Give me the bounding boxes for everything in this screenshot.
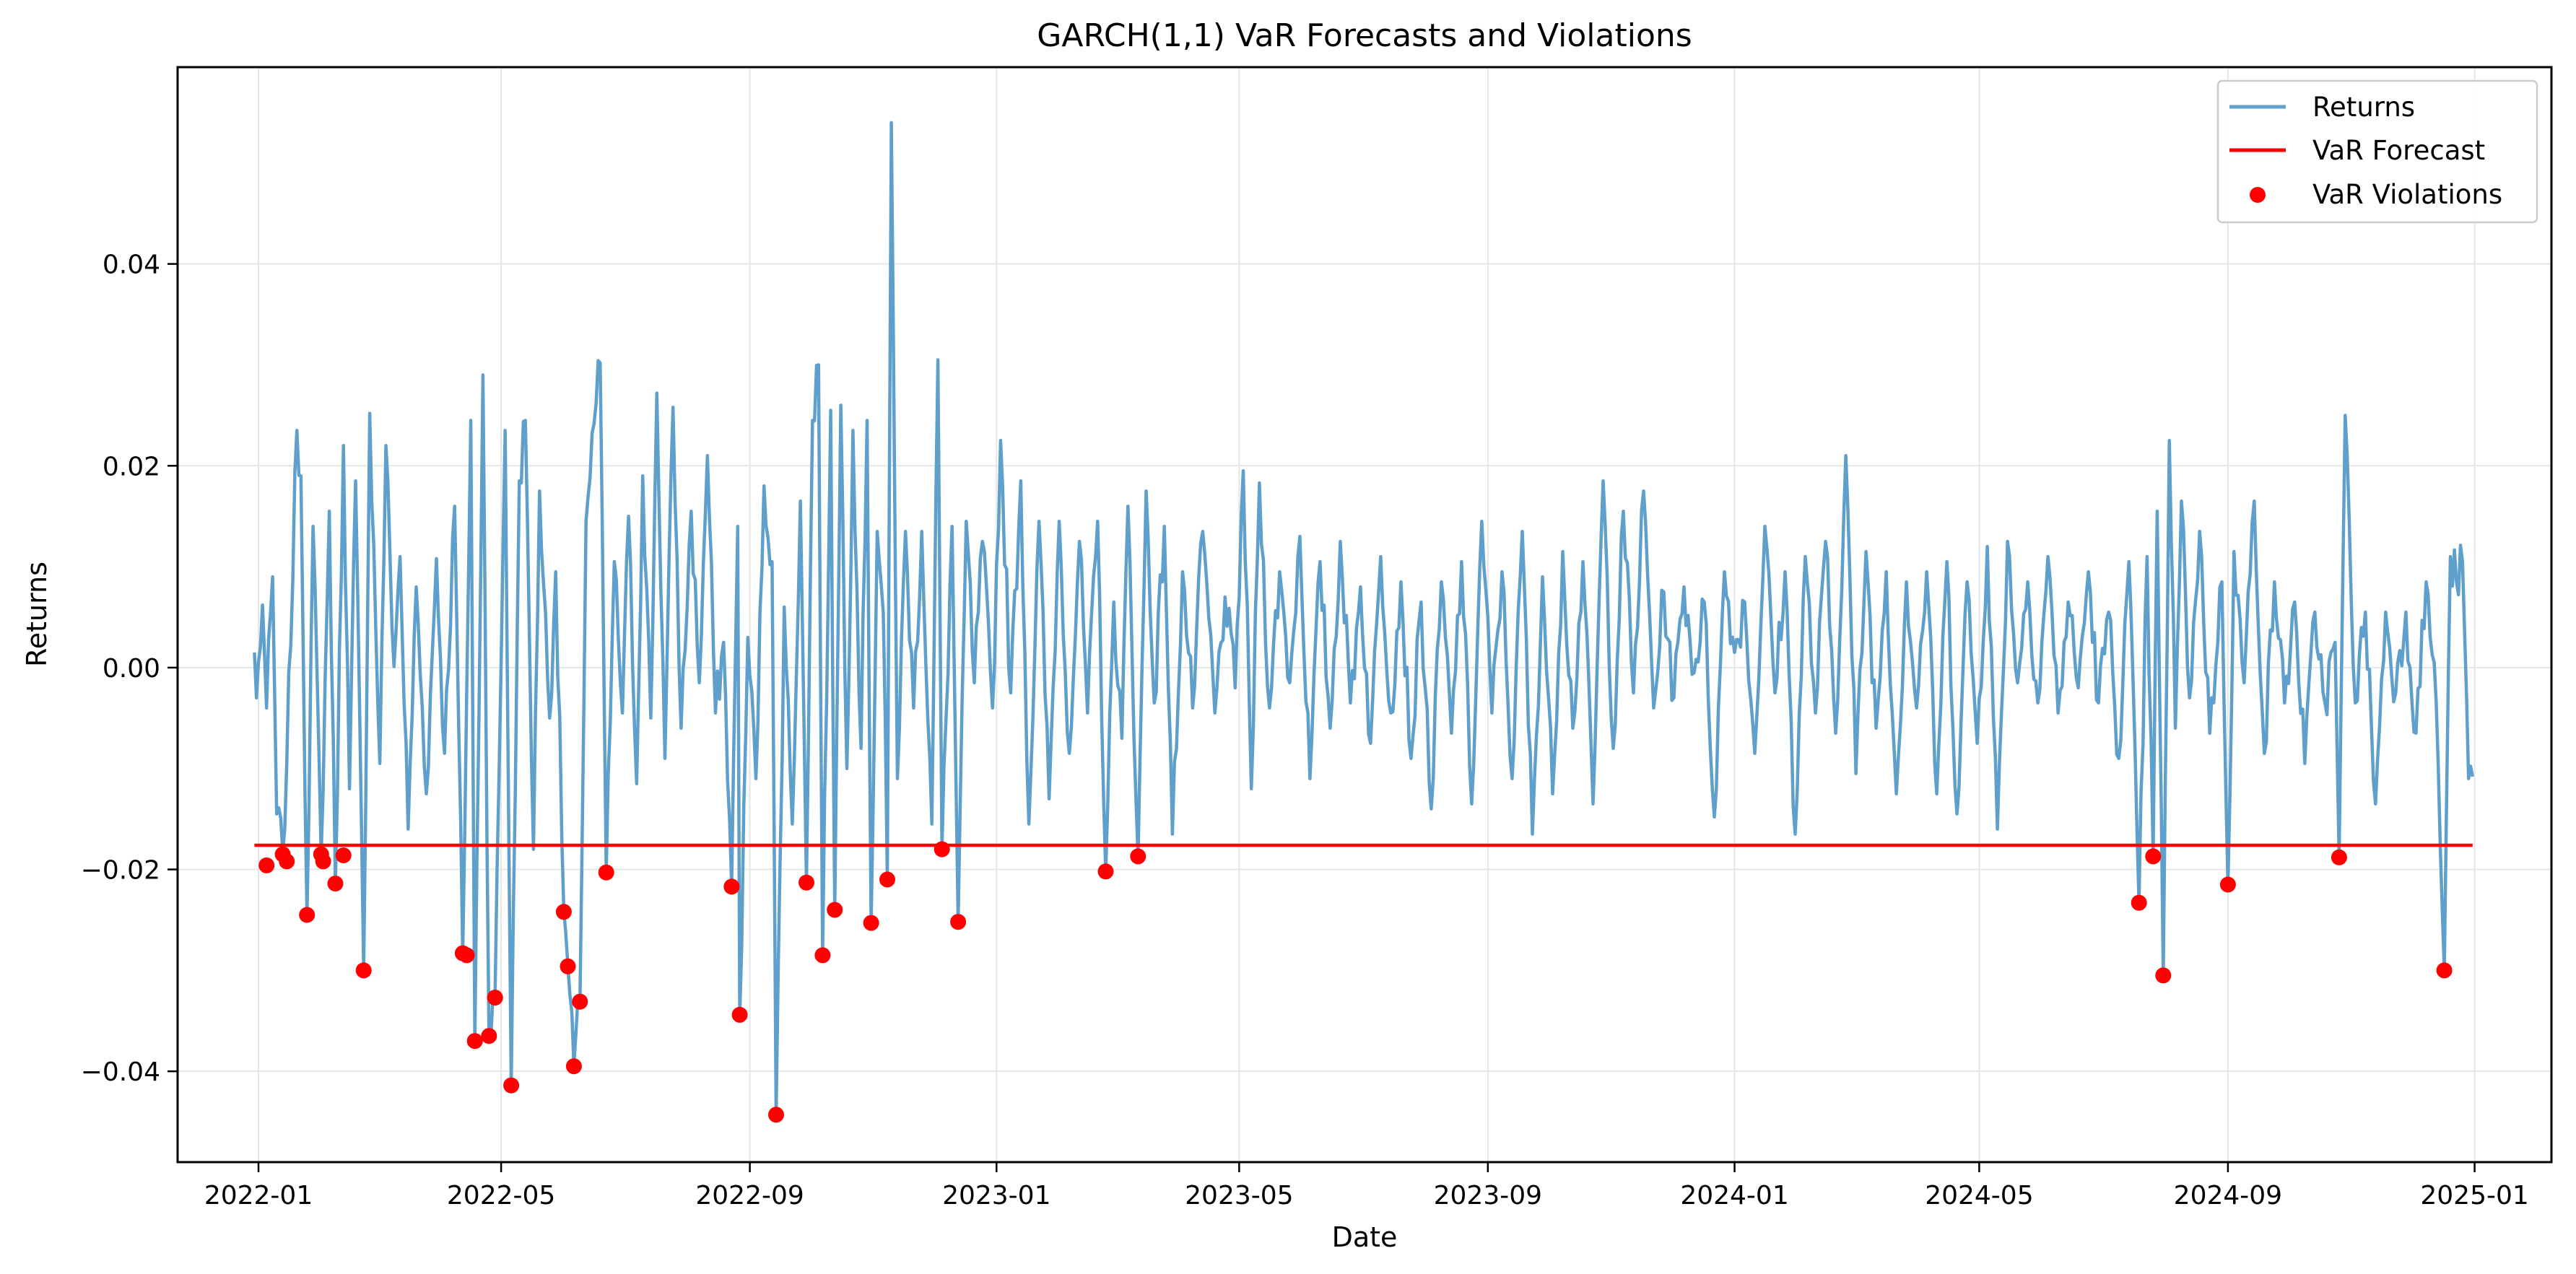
var-violation-point [723, 878, 740, 895]
y-axis-label: Returns [21, 562, 53, 667]
var-violation-point [299, 907, 316, 923]
x-tick-label: 2023-09 [1434, 1181, 1542, 1210]
var-violation-point [572, 993, 588, 1010]
x-tick-label: 2025-01 [2420, 1181, 2528, 1210]
var-violation-point [355, 962, 372, 979]
var-violation-point [481, 1028, 497, 1044]
legend-var-violations-marker [2250, 187, 2266, 203]
var-violation-point [565, 1058, 582, 1075]
var-violation-point [2436, 962, 2453, 979]
x-tick-label: 2023-05 [1185, 1181, 1293, 1210]
var-violation-point [2131, 894, 2147, 911]
var-violation-point [934, 841, 950, 858]
var-violation-point [503, 1077, 520, 1094]
var-violation-point [799, 874, 814, 891]
chart-title: GARCH(1,1) VaR Forecasts and Violations [1037, 17, 1692, 54]
x-tick-label: 2022-05 [447, 1181, 555, 1210]
var-violation-point [1130, 848, 1146, 865]
var-violation-point [555, 904, 572, 920]
var-violation-point [950, 914, 967, 930]
var-violation-point [879, 871, 895, 888]
var-violation-point [827, 902, 843, 918]
legend-var-forecast-label: VaR Forecast [2312, 135, 2485, 166]
x-tick-label: 2024-05 [1925, 1181, 2033, 1210]
var-violation-point [598, 864, 614, 881]
plot-series [253, 121, 2475, 1123]
plot-area-frame [176, 66, 2553, 1164]
returns-line [253, 121, 2475, 1117]
var-violation-point [487, 990, 503, 1006]
legend-returns-label: Returns [2312, 92, 2415, 123]
var-violation-point [258, 857, 275, 873]
y-tick-label: −0.04 [81, 1057, 160, 1087]
x-tick-label: 2023-01 [942, 1181, 1050, 1210]
x-tick-label: 2024-01 [1680, 1181, 1788, 1210]
y-tick-label: −0.02 [81, 856, 160, 886]
y-tick-label: 0.02 [103, 452, 160, 481]
legend: Returns VaR Forecast VaR Violations [2216, 79, 2538, 224]
var-violation-point [279, 853, 295, 870]
var-violation-point [2155, 967, 2172, 984]
var-violation-point [2331, 849, 2347, 865]
y-tick-label: 0.00 [103, 654, 160, 684]
var-violation-point [731, 1006, 748, 1023]
legend-var-violations-label: VaR Violations [2312, 179, 2502, 210]
var-violation-point [560, 958, 576, 974]
var-violation-point [315, 853, 331, 870]
var-violation-point [466, 1033, 483, 1050]
var-violation-point [863, 915, 879, 931]
var-violation-point [335, 847, 352, 863]
var-violation-point [814, 947, 831, 964]
var-violation-point [458, 947, 475, 964]
y-axis-ticks: −0.04 −0.02 0.00 0.02 0.04 [81, 250, 178, 1087]
x-axis-ticks: 2022-01 2022-05 2022-09 2023-01 2023-05 2023-… [204, 1162, 2529, 1210]
var-violation-point [2145, 848, 2162, 865]
x-tick-label: 2024-09 [2174, 1181, 2282, 1210]
var-violation-point [327, 876, 344, 892]
y-tick-label: 0.04 [103, 250, 160, 280]
var-violation-point [2219, 876, 2236, 893]
var-violation-point [1097, 863, 1114, 880]
x-tick-label: 2022-09 [695, 1181, 804, 1210]
legend-frame [2216, 79, 2538, 224]
x-tick-label: 2022-01 [204, 1181, 313, 1210]
x-axis-label: Date [1332, 1221, 1398, 1253]
var-violation-point [768, 1107, 784, 1123]
